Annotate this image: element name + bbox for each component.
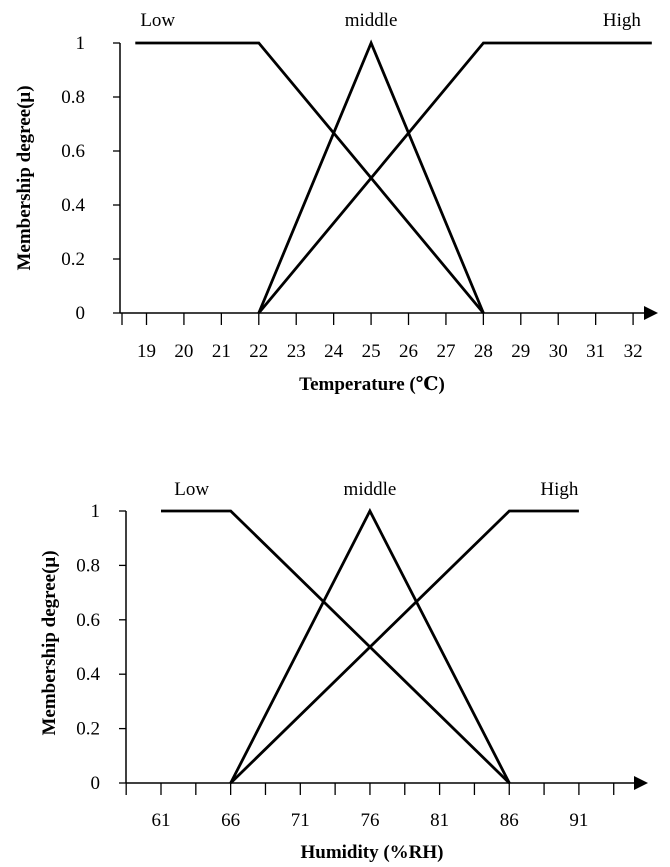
- x-tick-label: 20: [174, 341, 193, 362]
- x-axis-title: Temperature (℃): [299, 374, 445, 395]
- x-tick-label: 28: [474, 341, 493, 362]
- y-tick-label: 1: [76, 33, 86, 54]
- x-tick-label: 24: [324, 341, 344, 362]
- y-tick-label: 0: [76, 303, 86, 324]
- x-tick-label: 26: [399, 341, 418, 362]
- y-tick-label: 0.8: [61, 87, 85, 108]
- series-line-high: [229, 509, 579, 785]
- y-tick-label: 0.8: [76, 555, 100, 576]
- temperature-chart: 0 0.2 0.4 0.6 0.8 1 19 20 21 22 23 24 25 26 27 28 29 30 31…: [14, 10, 658, 395]
- series-label-middle: middle: [344, 479, 397, 500]
- x-tick-label: 76: [360, 810, 379, 831]
- series-label-low: Low: [140, 10, 175, 31]
- y-tick-label: 0.2: [61, 249, 85, 270]
- series-label-middle: middle: [345, 10, 398, 31]
- y-tick-label: 1: [91, 501, 101, 522]
- series-line-middle: [257, 39, 485, 314]
- series-line-low: [135, 41, 485, 314]
- x-tick-label: 91: [569, 810, 588, 831]
- series-label-low: Low: [174, 479, 209, 500]
- x-axis-arrow-icon: [644, 306, 658, 320]
- x-tick-label: 29: [511, 341, 530, 362]
- x-tick-label: 25: [362, 341, 381, 362]
- y-tick-label: 0.2: [76, 719, 100, 740]
- x-tick-label: 27: [436, 341, 455, 362]
- series-line-middle: [229, 507, 511, 784]
- y-tick-label: 0.6: [61, 141, 85, 162]
- series-label-high: High: [540, 479, 579, 500]
- x-tick-label: 22: [249, 341, 268, 362]
- y-tick-label: 0.4: [76, 664, 100, 685]
- x-tick-label: 71: [291, 810, 310, 831]
- series-line-high: [257, 41, 652, 314]
- x-axis-arrow-icon: [634, 776, 648, 790]
- x-tick-label: 66: [221, 810, 240, 831]
- x-tick-label: 21: [212, 341, 231, 362]
- x-tick-label: 31: [586, 341, 605, 362]
- x-tick-label: 23: [287, 341, 306, 362]
- x-tick-label: 32: [624, 341, 643, 362]
- series-line-low: [161, 509, 511, 785]
- x-axis-title: Humidity (%RH): [300, 842, 443, 863]
- humidity-chart: 0 0.2 0.4 0.6 0.8 1 61 66 71 76 81 86 91 Low middle Hig…: [39, 479, 648, 863]
- y-axis-title: Membership degree(μ): [39, 550, 60, 735]
- y-axis-title: Membership degree(μ): [14, 85, 35, 270]
- series-label-high: High: [603, 10, 642, 31]
- x-tick-label: 30: [549, 341, 568, 362]
- y-tick-label: 0.4: [61, 195, 85, 216]
- x-tick-label: 81: [430, 810, 449, 831]
- y-tick-label: 0.6: [76, 610, 100, 631]
- x-tick-label: 61: [152, 810, 171, 831]
- x-tick-label: 19: [137, 341, 156, 362]
- y-tick-label: 0: [91, 773, 101, 794]
- x-tick-label: 86: [500, 810, 519, 831]
